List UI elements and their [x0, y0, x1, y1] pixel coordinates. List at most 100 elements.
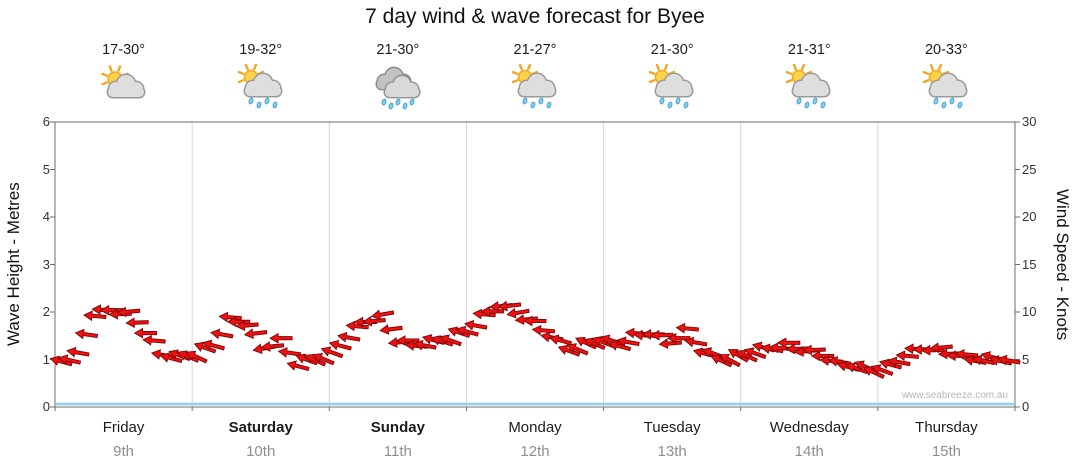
right-axis-tick: 15: [1022, 256, 1037, 272]
wind-arrow: [616, 336, 640, 347]
wind-arrow: [74, 328, 99, 340]
right-axis-tick: 10: [1022, 304, 1037, 319]
right-axis-tick: 20: [1022, 209, 1037, 224]
right-axis-tick: 30: [1022, 114, 1037, 129]
wind-arrow: [743, 347, 767, 360]
right-axis-label: Wind Speed - Knots: [1053, 188, 1072, 341]
day-temperature: 21-30°: [650, 42, 694, 58]
wind-arrow: [260, 341, 285, 352]
wind-arrow: [193, 341, 217, 354]
wind-arrow: [566, 343, 589, 356]
wind-arrow: [57, 354, 82, 365]
day-date: 11th: [383, 443, 412, 460]
chart-title: 7 day wind & wave forecast for Byee: [365, 5, 705, 28]
wind-arrow: [776, 337, 801, 349]
day-temperature: 21-30°: [376, 42, 420, 58]
wind-arrow: [66, 346, 90, 358]
wind-arrow: [159, 352, 183, 364]
wind-arrow: [125, 317, 149, 329]
day-date: 13th: [657, 443, 687, 460]
wind-arrow: [557, 344, 581, 357]
day-date: 15th: [931, 443, 962, 460]
right-axis-tick: 5: [1022, 351, 1030, 367]
wind-arrow: [455, 325, 479, 337]
watermark: www.seabreeze.com.au: [901, 390, 1008, 401]
wind-arrow: [185, 350, 208, 364]
wind-arrow: [523, 315, 547, 327]
wind-arrow: [785, 343, 809, 355]
left-axis-tick: 2: [42, 304, 50, 319]
wind-arrow: [269, 332, 293, 344]
wind-arrow: [345, 320, 369, 332]
wind-arrow: [142, 335, 166, 346]
wind-arrow: [810, 350, 835, 362]
wind-arrow: [304, 353, 327, 367]
day-temperature: 21-31°: [787, 42, 831, 58]
wind-arrow: [870, 364, 894, 377]
wind-arrow: [320, 346, 344, 359]
left-axis-tick: 1: [42, 351, 50, 367]
sun-showers-weather-icon: [511, 64, 557, 109]
wind-arrow: [735, 349, 758, 363]
wind-arrow: [887, 356, 911, 368]
wind-arrow: [997, 354, 1021, 366]
left-axis-tick: 3: [42, 256, 50, 272]
wind-arrow: [328, 339, 352, 351]
wind-arrow: [802, 344, 826, 356]
wind-arrow: [439, 334, 462, 347]
sun-showers-weather-icon: [786, 64, 831, 109]
sun-showers-weather-icon: [923, 64, 968, 109]
left-axis-tick: 5: [42, 161, 50, 177]
sun-showers-weather-icon: [648, 64, 694, 109]
wind-arrow: [895, 350, 919, 362]
wind-arrow: [210, 328, 234, 340]
day-temperature: 19-32°: [239, 42, 283, 58]
day-date: 12th: [520, 443, 550, 460]
wind-arrow: [666, 332, 691, 344]
left-axis-tick: 0: [42, 399, 50, 414]
wind-arrow: [83, 310, 107, 322]
left-axis-tick: 4: [42, 209, 50, 224]
day-name: Friday: [102, 419, 145, 436]
wind-arrow: [480, 305, 505, 317]
day-name: Tuesday: [643, 419, 701, 436]
wind-arrow: [396, 335, 420, 346]
wind-arrow: [862, 366, 885, 379]
day-temperature: 20-33°: [924, 42, 968, 58]
wind-arrow: [608, 340, 632, 352]
right-axis-tick: 0: [1022, 399, 1030, 414]
wind-arrow: [684, 336, 708, 348]
wind-arrow: [116, 306, 141, 318]
wind-arrow: [727, 349, 750, 363]
wind-arrow: [650, 329, 674, 341]
wind-arrow: [929, 342, 953, 354]
wind-arrow: [548, 334, 572, 346]
day-name: Wednesday: [769, 419, 849, 436]
wind-arrow: [235, 320, 259, 331]
day-name: Saturday: [228, 419, 293, 436]
wind-arrow: [506, 307, 530, 319]
day-date: 10th: [246, 443, 276, 460]
day-temperature: 17-30°: [102, 42, 145, 58]
day-date: 14th: [794, 443, 824, 460]
day-temperature: 21-27°: [513, 42, 557, 58]
wind-arrow: [286, 360, 310, 372]
day-name: Thursday: [915, 419, 978, 436]
wind-arrow: [337, 331, 361, 343]
wind-arrow: [675, 322, 699, 334]
left-axis-tick: 6: [42, 114, 50, 129]
wind-arrow: [379, 324, 403, 335]
day-name: Monday: [508, 419, 562, 436]
day-date: 9th: [113, 443, 134, 460]
wind-arrow: [497, 300, 522, 312]
sun-showers-weather-icon: [237, 64, 283, 109]
partly-cloudy-weather-icon: [100, 65, 146, 99]
rain-weather-icon: [375, 66, 421, 110]
wind-arrow: [464, 319, 488, 331]
wind-arrow: [243, 328, 268, 340]
wind-arrow: [583, 337, 606, 351]
wind-arrow: [370, 309, 395, 321]
day-name: Sunday: [370, 419, 425, 436]
